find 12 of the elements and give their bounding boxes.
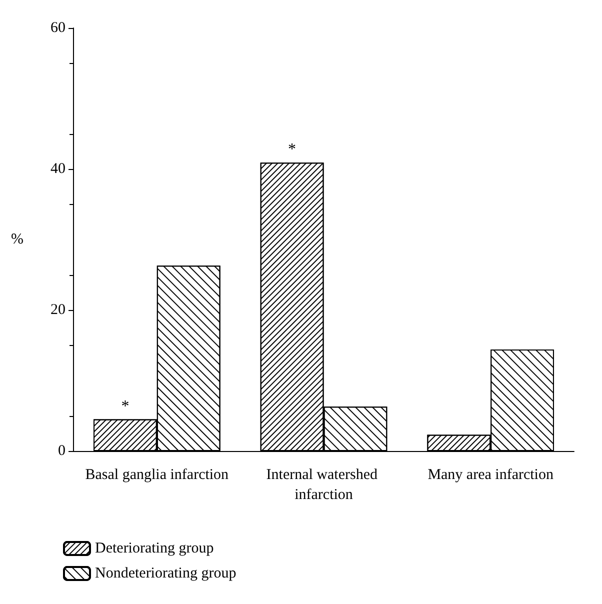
y-axis-title: % xyxy=(10,232,24,248)
annotation: * xyxy=(288,141,296,158)
y-tick-label: 0 xyxy=(58,443,66,459)
x-tick-label: Many area infarction xyxy=(428,467,554,483)
legend-label: Nondeteriorating group xyxy=(95,566,236,582)
y-tick-label: 60 xyxy=(50,20,66,36)
x-tick-label: Internal watershed infarction xyxy=(266,467,382,503)
annotation: * xyxy=(121,398,130,415)
y-tick-label: 40 xyxy=(50,161,66,177)
y-tick-label: 20 xyxy=(50,302,66,318)
x-tick-label: Basal ganglia infarction xyxy=(85,467,230,483)
legend-label: Deteriorating group xyxy=(95,540,214,556)
